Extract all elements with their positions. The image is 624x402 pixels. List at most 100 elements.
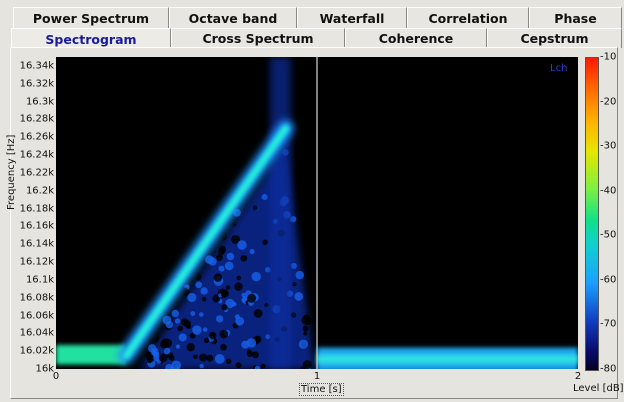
scatter-point [201, 296, 207, 302]
scatter-point [208, 257, 217, 266]
y-tick-label: 16.2k [25, 185, 54, 197]
scatter-point [252, 205, 259, 211]
scatter-point [185, 324, 191, 329]
y-tick-label: 16.24k [19, 149, 54, 161]
y-tick-label: 16.16k [19, 220, 54, 232]
scatter-point [219, 343, 227, 351]
colorbar-tick-label: -40 [600, 185, 617, 197]
scatter-point [261, 193, 268, 201]
tab-phase[interactable]: Phase [529, 7, 622, 29]
scatter-point [265, 267, 271, 273]
x-tick-label: 2 [574, 371, 582, 382]
y-tick-label: 16.28k [19, 113, 54, 125]
colorbar [585, 57, 599, 371]
scatter-point [234, 282, 243, 291]
scatter-point [149, 332, 160, 343]
colorbar-tick-label: -50 [600, 229, 617, 241]
tab-octave-band[interactable]: Octave band [169, 7, 297, 29]
scatter-point [221, 304, 228, 311]
scatter-point [260, 363, 266, 369]
y-tick-label: 16.3k [25, 96, 54, 108]
scatter-point [235, 316, 245, 326]
scatter-point [254, 365, 260, 369]
scatter-point [235, 362, 242, 369]
scatter-point [231, 221, 237, 227]
spectrogram-canvas [56, 57, 578, 369]
scatter-point [218, 248, 225, 256]
scatter-point [290, 312, 297, 318]
scatter-point [303, 331, 308, 336]
tab-label: Spectrogram [45, 32, 137, 47]
scatter-point [199, 312, 204, 317]
scatter-point [241, 292, 246, 298]
scatter-point [162, 315, 172, 325]
scatter-point [158, 353, 168, 363]
scatter-point [220, 289, 229, 298]
scatter-point [157, 324, 163, 330]
scatter-point [225, 358, 232, 365]
scatter-point [246, 338, 257, 348]
scatter-point [253, 308, 263, 318]
tab-power-spectrum[interactable]: Power Spectrum [13, 7, 169, 29]
scatter-point [180, 318, 189, 326]
scatter-point [171, 309, 180, 318]
y-tick-label: 16.12k [19, 256, 54, 268]
scatter-point [298, 339, 309, 349]
scatter-point [165, 363, 174, 369]
spectrogram-plot[interactable] [56, 57, 578, 369]
y-tick-label: 16.06k [19, 310, 54, 321]
tab-label: Waterfall [319, 11, 385, 26]
tab-cross-spectrum[interactable]: Cross Spectrum [171, 28, 345, 48]
burst-column [270, 57, 291, 369]
scatter-point [265, 334, 271, 340]
scatter-point [192, 325, 202, 335]
y-tick-label: 16.08k [19, 292, 54, 304]
scatter-point [249, 248, 255, 255]
scatter-point [189, 332, 196, 339]
colorbar-tick-label: -30 [600, 140, 617, 152]
colorbar-tick-label: -70 [600, 318, 617, 330]
scatter-point [175, 344, 181, 349]
scatter-point [174, 318, 181, 324]
baseline-after-core [317, 354, 578, 364]
scatter-point [302, 325, 309, 332]
tab-correlation[interactable]: Correlation [407, 7, 529, 29]
scatter-point [177, 325, 184, 332]
scatter-point [236, 275, 242, 281]
scatter-point [251, 351, 259, 359]
tab-spectrogram[interactable]: Spectrogram [11, 28, 171, 50]
scatter-point [294, 292, 304, 301]
scatter-point [246, 349, 252, 354]
scatter-point [216, 254, 223, 261]
y-axis-label: Frequency [Hz] [6, 134, 17, 210]
scatter-point [219, 329, 229, 339]
scatter-point [195, 281, 203, 289]
scatter-point [148, 344, 157, 353]
scatter-point [292, 281, 297, 287]
y-tick-label: 16.04k [19, 327, 54, 339]
scatter-point [213, 273, 223, 282]
scatter-point [264, 302, 269, 308]
tab-label: Cepstrum [520, 31, 589, 46]
tab-waterfall[interactable]: Waterfall [297, 7, 407, 29]
scatter-point [218, 265, 225, 272]
y-tick-label: 16k [35, 363, 54, 375]
scatter-point [202, 327, 208, 332]
tab-coherence[interactable]: Coherence [345, 28, 487, 48]
scatter-point [251, 271, 261, 282]
scatter-point [295, 270, 304, 280]
y-tick-label: 16.26k [19, 131, 54, 143]
scatter-point [168, 355, 175, 362]
tab-label: Coherence [378, 31, 454, 46]
scatter-point [160, 340, 169, 349]
scatter-point [178, 333, 187, 342]
scatter-point [193, 354, 198, 360]
tab-label: Octave band [188, 11, 278, 26]
y-tick-label: 16.02k [19, 345, 54, 357]
scatter-point [225, 298, 235, 309]
scatter-point [247, 293, 257, 303]
tab-cepstrum[interactable]: Cepstrum [487, 28, 622, 48]
scatter-point [225, 285, 231, 291]
scatter-point [216, 315, 224, 323]
